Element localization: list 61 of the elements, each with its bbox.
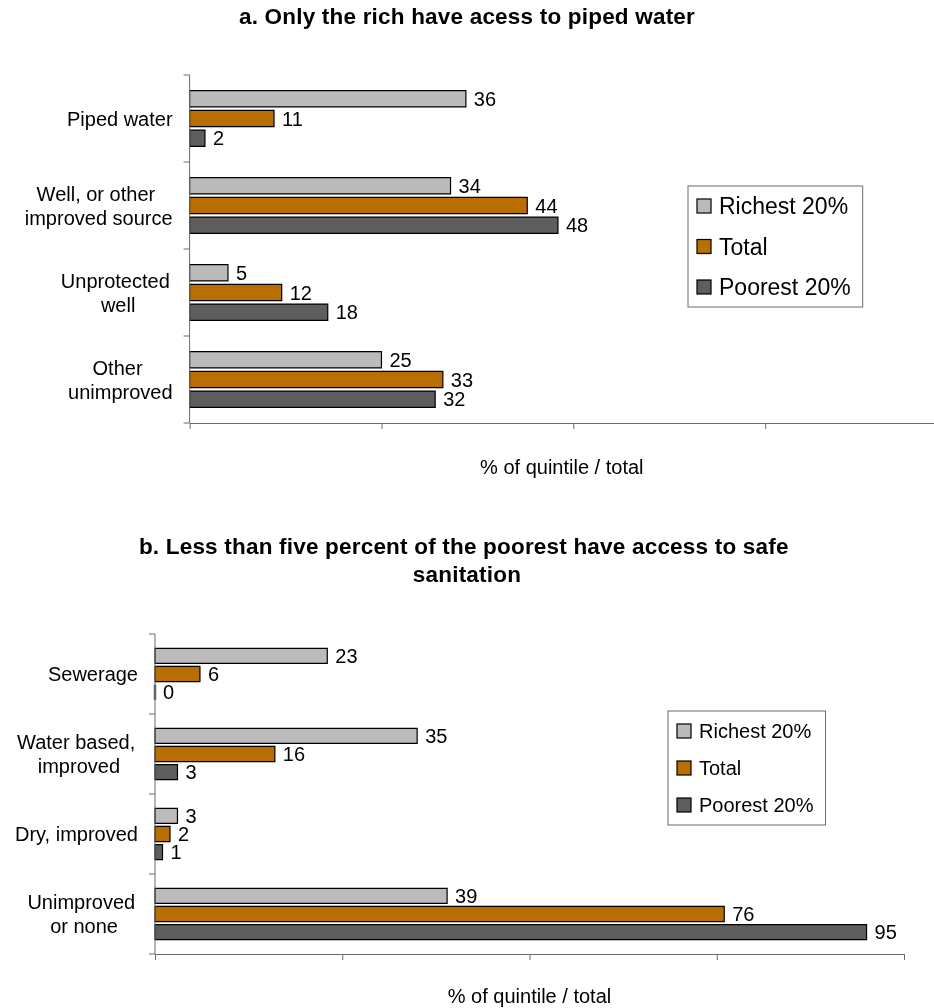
- bar: [154, 807, 179, 824]
- legend-label: Richest 20%: [699, 720, 812, 742]
- data-label: 5: [235, 261, 248, 284]
- y-tick-label: Dry, improved: [15, 823, 138, 845]
- bar: [154, 924, 868, 941]
- y-tick-label: Other unimproved: [68, 356, 173, 403]
- data-label: 34: [458, 174, 481, 197]
- data-label: 2: [212, 127, 225, 150]
- x-axis-title: % of quintile / total: [447, 985, 612, 1007]
- bar: [189, 390, 436, 408]
- data-label: 16: [282, 743, 306, 765]
- bar: [154, 825, 171, 843]
- data-label: 36: [473, 87, 497, 110]
- data-label: 0: [163, 681, 175, 704]
- chart-title: a. Only the rich have acess to piped water: [238, 3, 696, 29]
- bar: [154, 727, 418, 744]
- bar: [154, 764, 179, 781]
- data-label: 23: [335, 644, 358, 667]
- bar: [154, 905, 725, 923]
- bar: [189, 196, 528, 215]
- legend-label: Poorest 20%: [719, 274, 851, 300]
- bar: [154, 887, 448, 904]
- bar: [189, 109, 275, 128]
- bar: [154, 665, 201, 683]
- data-label: 95: [874, 921, 897, 944]
- legend-label: Richest 20%: [719, 193, 849, 219]
- y-tick-label: Water based, improved: [17, 731, 141, 777]
- data-label: 39: [455, 884, 478, 907]
- data-label: 35: [425, 724, 448, 747]
- data-label: 3: [185, 761, 197, 784]
- bar: [189, 370, 444, 389]
- bar: [154, 745, 276, 763]
- y-tick-label: Unprotected well: [60, 269, 176, 316]
- bar: [189, 177, 452, 195]
- y-tick-label: Unimproved or none: [27, 891, 141, 937]
- bar: [189, 90, 467, 108]
- bar: [189, 129, 206, 147]
- bar: [189, 216, 559, 234]
- y-tick-label: Piped water: [66, 107, 173, 130]
- legend-label: Total: [699, 757, 742, 779]
- bar: [154, 647, 328, 664]
- x-axis-title: % of quintile / total: [480, 456, 644, 478]
- bar: [189, 264, 229, 282]
- y-tick-label: Sewerage: [47, 663, 138, 685]
- legend-label: Poorest 20%: [699, 794, 814, 816]
- bar: [189, 351, 383, 369]
- data-label: 6: [207, 663, 220, 685]
- chart-title: b. Less than five percent of the poorest have access to safe sanitation: [138, 533, 796, 587]
- data-label: 48: [565, 214, 589, 237]
- data-label: 18: [335, 301, 358, 324]
- data-label: 11: [282, 107, 303, 130]
- legend-label: Total: [719, 233, 768, 260]
- data-label: 25: [389, 348, 412, 371]
- bar: [189, 303, 329, 321]
- bar: [189, 283, 283, 302]
- data-label: 44: [535, 194, 558, 217]
- y-tick-label: Well, or other improved source: [24, 182, 173, 229]
- data-label: 33: [450, 368, 474, 391]
- data-label: 12: [289, 281, 312, 304]
- data-label: 32: [443, 388, 466, 411]
- data-label: 76: [732, 903, 755, 925]
